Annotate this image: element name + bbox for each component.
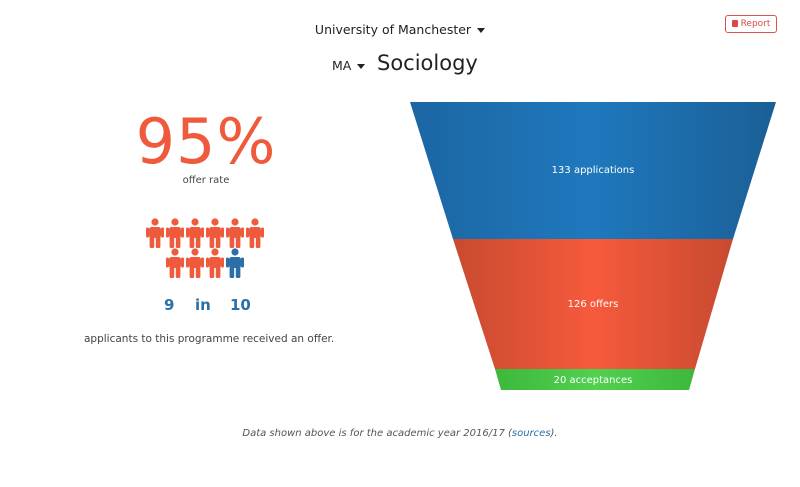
person-icon (146, 218, 164, 248)
person-icon (226, 218, 244, 248)
person-icon (206, 248, 224, 278)
person-icon (206, 218, 224, 248)
note-prefix: Data shown above is for the academic yea… (242, 428, 512, 439)
chevron-down-icon (477, 28, 486, 33)
university-name: University of Manchester (314, 22, 472, 37)
person-icon (226, 248, 244, 278)
funnel-segment-offers (453, 239, 733, 369)
offer-rate-label: offer rate (182, 175, 230, 186)
funnel-label-offers: 126 offers (568, 299, 619, 310)
admissions-funnel: 133 applications 126 offers 20 acceptanc… (410, 102, 776, 390)
person-icon (186, 248, 204, 278)
offer-rate-value: 95% (135, 105, 277, 178)
report-label: Report (740, 19, 771, 29)
data-source-note: Data shown above is for the academic yea… (0, 428, 800, 439)
person-icon (246, 218, 264, 248)
university-dropdown[interactable]: University of Manchester (0, 22, 800, 37)
ratio-numerator: 9 (164, 296, 175, 314)
person-icon (186, 218, 204, 248)
degree-label: MA (332, 58, 352, 73)
funnel-label-applications: 133 applications (552, 165, 635, 176)
person-icon (166, 248, 184, 278)
offer-description: applicants to this programme received an… (84, 333, 335, 345)
funnel-segment-acceptances (495, 369, 695, 390)
report-button[interactable]: Report (725, 15, 777, 33)
ratio-denominator: 10 (230, 296, 251, 314)
page-title: Sociology (377, 51, 478, 75)
note-suffix: ). (550, 428, 558, 439)
flag-icon (731, 20, 738, 27)
funnel-label-acceptances: 20 acceptances (554, 375, 633, 386)
sources-link[interactable]: sources (511, 428, 551, 439)
person-icon (166, 218, 184, 248)
ratio-word: in (195, 296, 211, 314)
chevron-down-icon (357, 64, 366, 69)
funnel-segment-applications (410, 102, 776, 239)
degree-dropdown[interactable]: MA (332, 58, 366, 73)
